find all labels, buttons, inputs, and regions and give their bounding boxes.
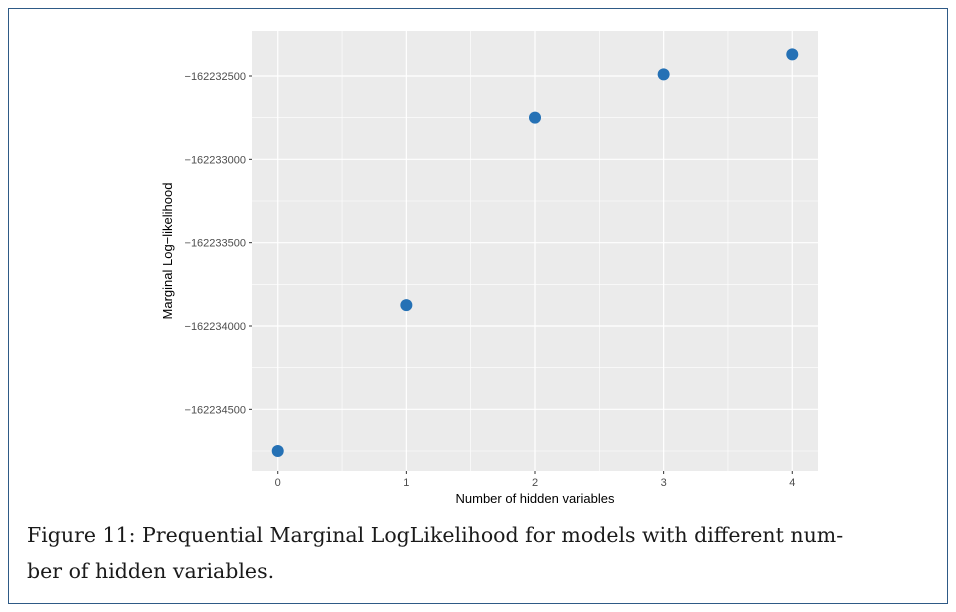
- major-gridlines: [252, 31, 818, 471]
- figure-frame: −162232500 −162233000 −162233500 −162234000…: [8, 8, 948, 604]
- y-tick-label: −162234500: [185, 404, 246, 416]
- caption-line-2: ber of hidden variables.: [27, 559, 275, 583]
- y-tick-label: −162232500: [185, 71, 246, 83]
- data-point: [786, 48, 799, 61]
- data-point: [271, 445, 284, 457]
- caption-line-1: Figure 11: Prequential Marginal LogLikel…: [27, 523, 844, 547]
- x-tick-label: 2: [532, 477, 538, 489]
- y-axis-title: Marginal Log−likelihood: [160, 183, 175, 320]
- x-tick-label: 4: [789, 477, 795, 489]
- figure-caption: Figure 11: Prequential Marginal LogLikel…: [27, 517, 947, 589]
- y-tick-label: −162233500: [185, 238, 246, 250]
- scatter-chart: −162232500 −162233000 −162233500 −162234000…: [160, 31, 818, 506]
- x-tick-label: 1: [403, 477, 409, 489]
- y-tick-label: −162234000: [185, 321, 246, 333]
- x-axis-ticks: 0 1 2 3 4: [275, 471, 795, 489]
- data-point: [529, 111, 541, 124]
- x-tick-label: 3: [661, 477, 667, 489]
- x-tick-label: 0: [275, 477, 281, 489]
- data-point: [657, 68, 670, 81]
- y-axis-ticks: −162232500 −162233000 −162233500 −162234000…: [185, 71, 252, 416]
- x-axis-title: Number of hidden variables: [456, 491, 615, 506]
- data-points: [271, 48, 799, 457]
- data-point: [400, 299, 413, 312]
- y-tick-label: −162233000: [185, 154, 246, 166]
